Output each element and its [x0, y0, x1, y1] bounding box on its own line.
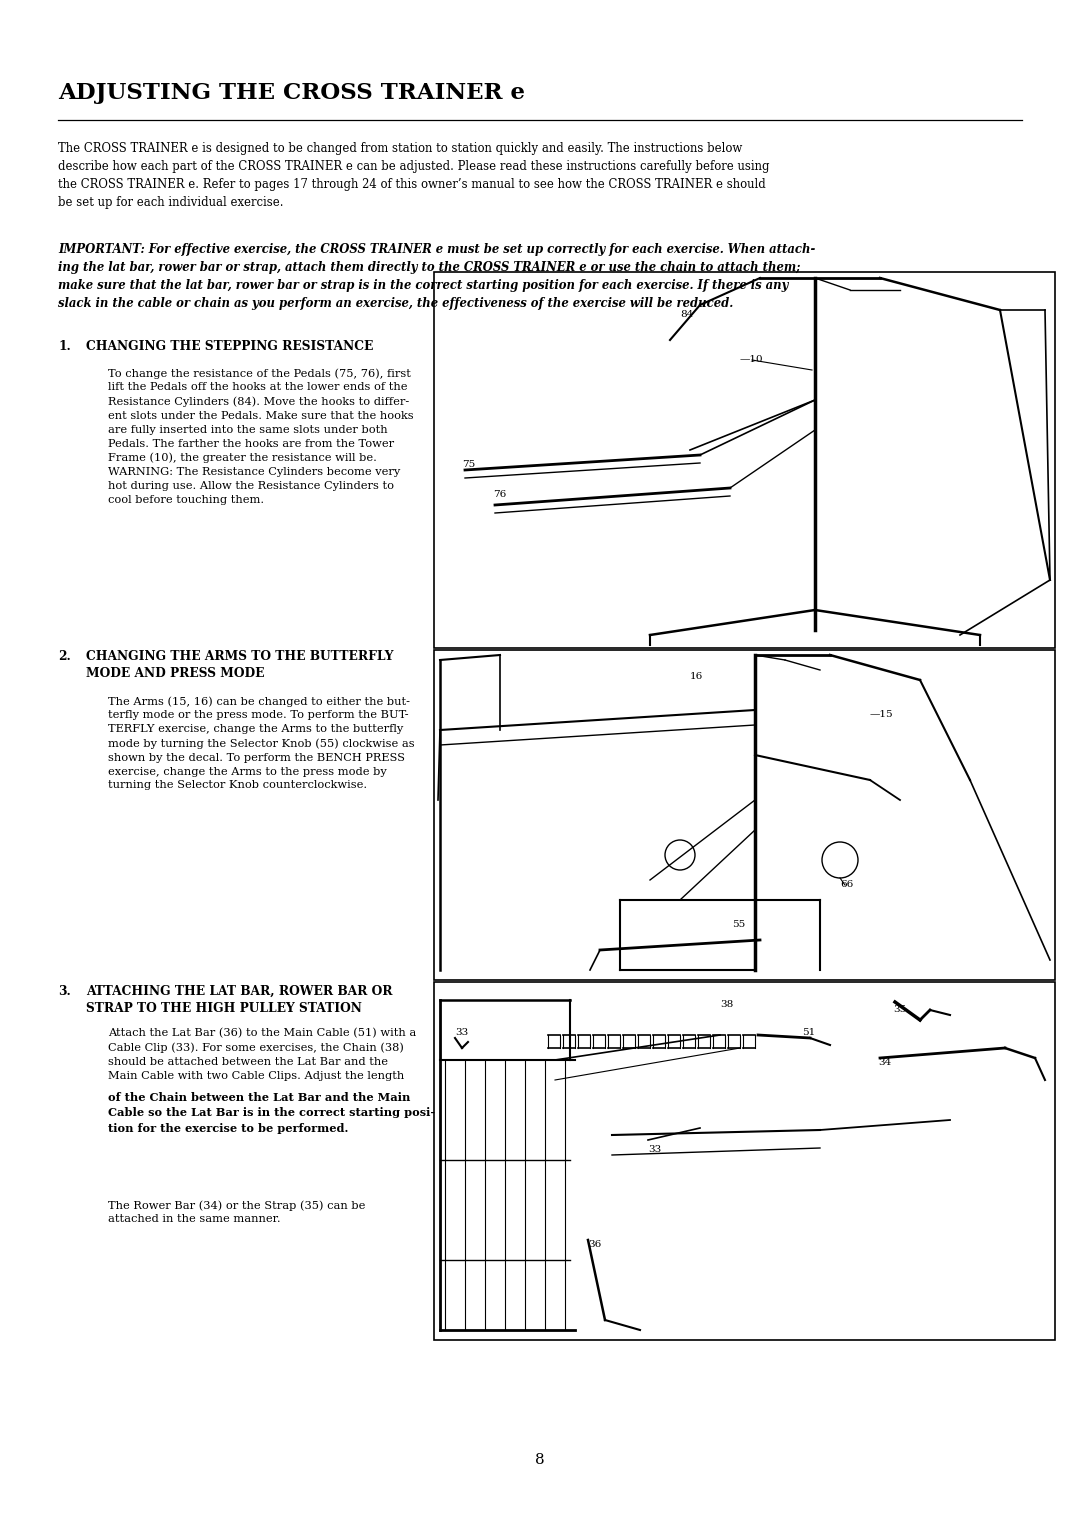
Text: 76: 76	[492, 490, 507, 499]
Text: ATTACHING THE LAT BAR, ROWER BAR OR: ATTACHING THE LAT BAR, ROWER BAR OR	[86, 985, 392, 999]
Text: 34: 34	[878, 1058, 891, 1067]
Text: 66: 66	[840, 881, 853, 890]
Text: ADJUSTING THE CROSS TRAINER e: ADJUSTING THE CROSS TRAINER e	[58, 82, 525, 104]
Text: 33: 33	[648, 1145, 661, 1154]
Text: 3.: 3.	[58, 985, 71, 999]
Text: The Rower Bar (34) or the Strap (35) can be
attached in the same manner.: The Rower Bar (34) or the Strap (35) can…	[108, 1200, 365, 1224]
Text: Attach the Lat Bar (36) to the Main Cable (51) with a
Cable Clip (33). For some : Attach the Lat Bar (36) to the Main Cabl…	[108, 1027, 416, 1080]
Text: 36: 36	[588, 1241, 602, 1250]
Text: 16: 16	[690, 672, 703, 681]
Text: The Arms (15, 16) can be changed to either the but-
terfly mode or the press mod: The Arms (15, 16) can be changed to eith…	[108, 696, 415, 790]
Text: —10: —10	[740, 356, 764, 365]
Text: 38: 38	[720, 1000, 733, 1009]
Bar	[434, 272, 1055, 648]
Text: of the Chain between the Lat Bar and the Main
Cable so the Lat Bar is in the cor: of the Chain between the Lat Bar and the…	[108, 1092, 435, 1133]
Text: 51: 51	[802, 1027, 815, 1036]
Text: STRAP TO THE HIGH PULLEY STATION: STRAP TO THE HIGH PULLEY STATION	[86, 1002, 362, 1015]
Text: 55: 55	[732, 920, 745, 929]
Text: 84: 84	[680, 310, 693, 319]
Text: CHANGING THE ARMS TO THE BUTTERFLY: CHANGING THE ARMS TO THE BUTTERFLY	[86, 651, 393, 663]
Text: 8: 8	[536, 1452, 544, 1468]
Text: IMPORTANT: For effective exercise, the CROSS TRAINER e must be set up correctly : IMPORTANT: For effective exercise, the C…	[58, 244, 815, 310]
Bar	[434, 651, 1055, 980]
Text: CHANGING THE STEPPING RESISTANCE: CHANGING THE STEPPING RESISTANCE	[86, 340, 374, 353]
Text: 75: 75	[462, 460, 475, 469]
Text: To change the resistance of the Pedals (75, 76), first
lift the Pedals off the h: To change the resistance of the Pedals (…	[108, 368, 414, 505]
Text: MODE AND PRESS MODE: MODE AND PRESS MODE	[86, 667, 265, 679]
Text: The CROSS TRAINER e is designed to be changed from station to station quickly an: The CROSS TRAINER e is designed to be ch…	[58, 142, 769, 209]
Text: 33: 33	[455, 1027, 469, 1036]
Text: 1.: 1.	[58, 340, 71, 353]
Bar	[434, 982, 1055, 1341]
Text: 35: 35	[893, 1005, 906, 1014]
Text: —15: —15	[870, 710, 893, 719]
Text: 2.: 2.	[58, 651, 71, 663]
